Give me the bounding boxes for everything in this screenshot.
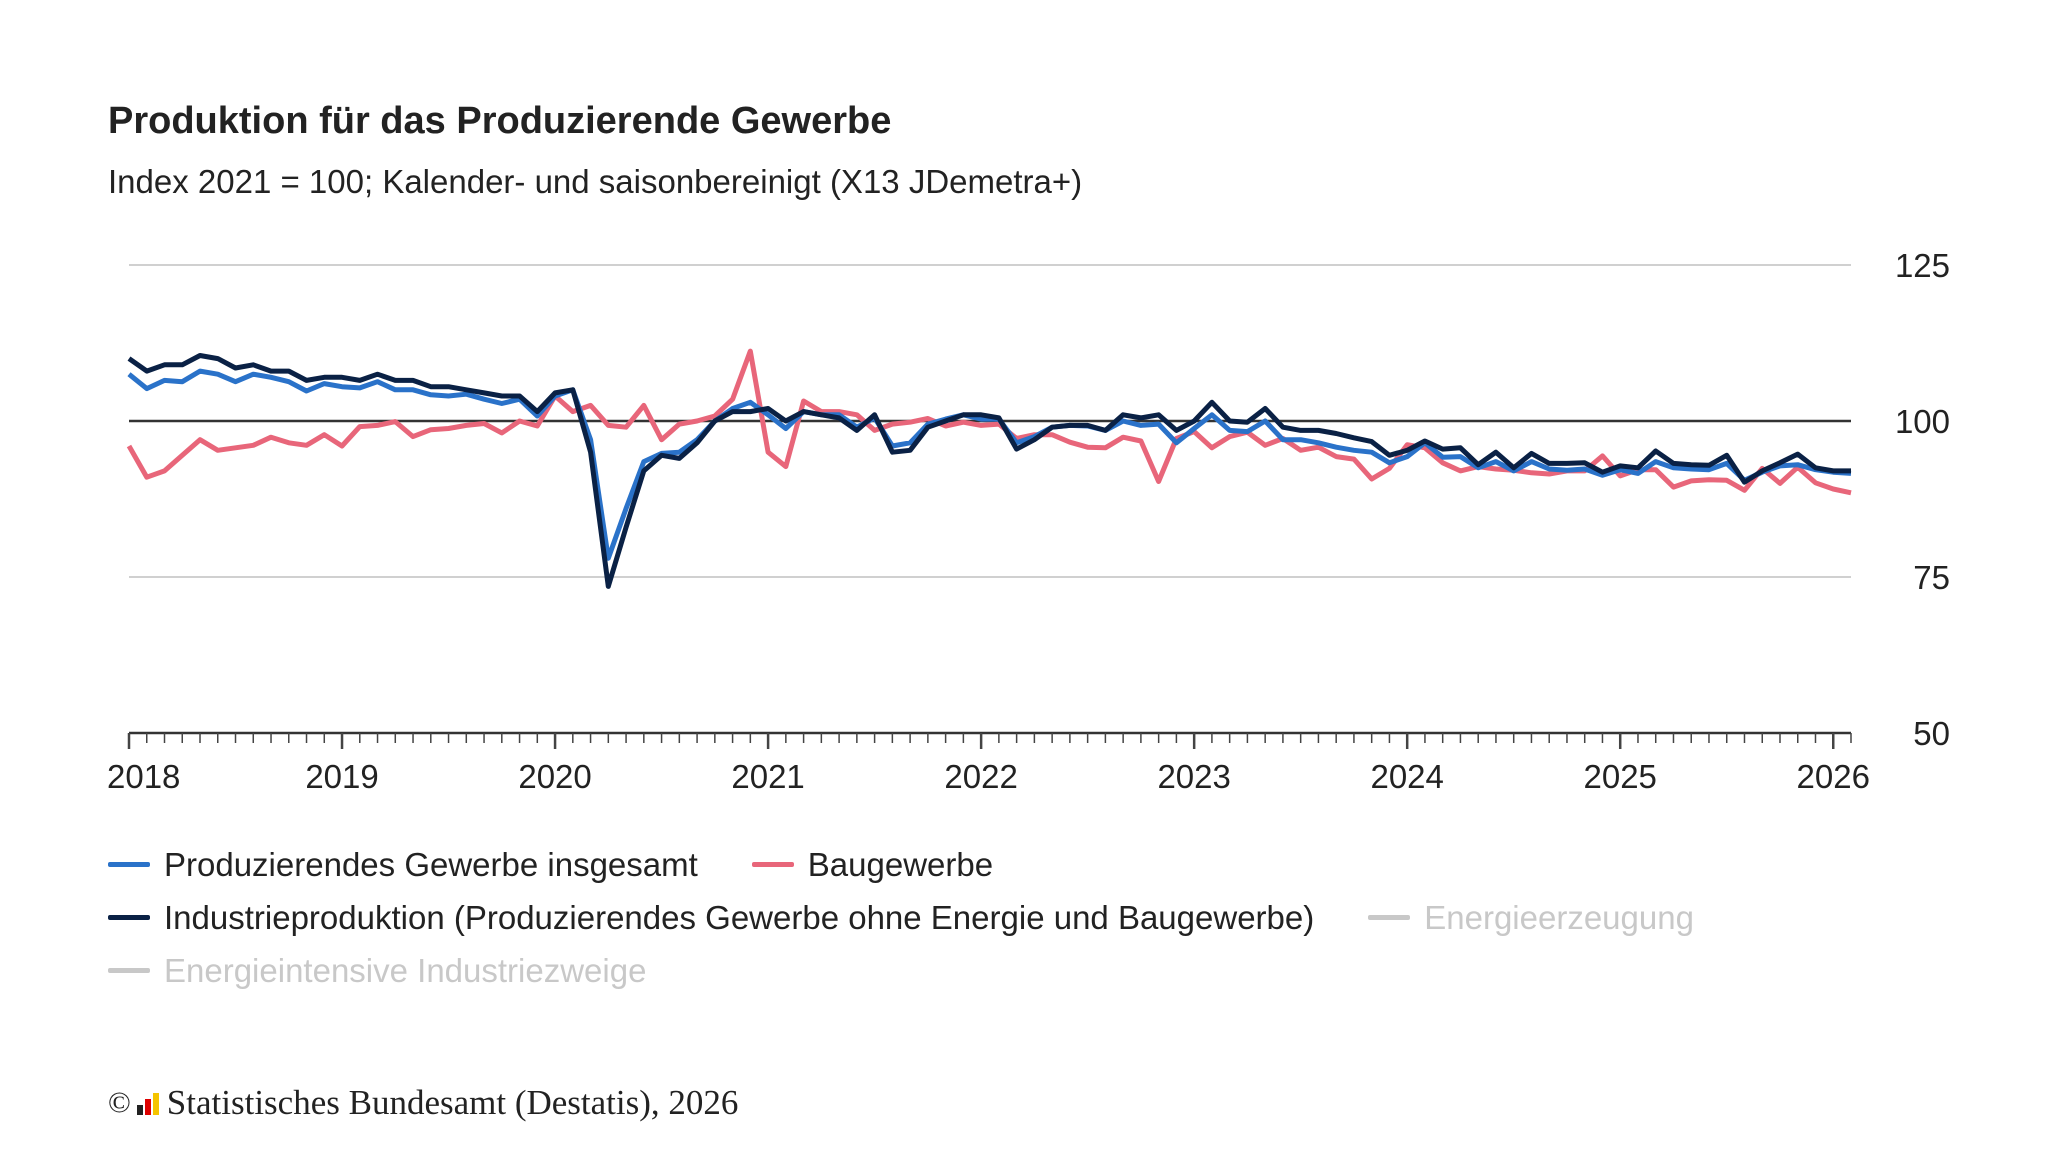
y-tick-label: 50 <box>1913 715 1950 752</box>
legend-item-industrie[interactable]: Industrieproduktion (Produzierendes Gewe… <box>108 899 1314 937</box>
series-line-0 <box>127 368 1852 561</box>
x-tick-label: 2019 <box>305 758 378 795</box>
x-tick-label: 2018 <box>107 758 180 795</box>
y-tick-label: 100 <box>1895 403 1950 440</box>
legend-swatch <box>108 915 150 920</box>
legend-item-energieintensiv[interactable]: Energieintensive Industriezweige <box>108 952 646 990</box>
legend-label: Produzierendes Gewerbe insgesamt <box>164 845 698 883</box>
x-tick-label: 2024 <box>1370 758 1443 795</box>
legend-label: Energieintensive Industriezweige <box>164 951 647 989</box>
x-tick-label: 2025 <box>1584 758 1657 795</box>
legend-item-gesamt[interactable]: Produzierendes Gewerbe insgesamt <box>108 846 698 884</box>
legend-label: Baugewerbe <box>807 845 994 883</box>
series-line-2 <box>127 353 1851 589</box>
legend: Produzierendes Gewerbe insgesamt Baugewe… <box>108 838 1988 997</box>
legend-swatch <box>751 862 794 867</box>
x-tick-label: 2020 <box>518 758 591 795</box>
x-tick-label: 2026 <box>1797 758 1870 795</box>
footer-source: Statistisches Bundesamt (Destatis), 2026 <box>166 1083 739 1122</box>
legend-swatch <box>108 862 150 867</box>
legend-item-bau[interactable]: Baugewerbe <box>751 845 994 884</box>
chart-subtitle: Index 2021 = 100; Kalender- und saisonbe… <box>108 163 1083 200</box>
legend-swatch <box>1368 915 1411 920</box>
y-tick-label: 125 <box>1895 247 1950 284</box>
legend-label: Industrieproduktion (Produzierendes Gewe… <box>164 898 1315 936</box>
y-tick-label: 75 <box>1913 559 1950 596</box>
footer: © Statistisches Bundesamt (Destatis), 20… <box>108 1083 738 1123</box>
x-tick-label: 2022 <box>944 758 1017 795</box>
destatis-logo-icon <box>136 1091 159 1115</box>
x-tick-label: 2023 <box>1157 758 1230 795</box>
x-tick-label: 2021 <box>731 758 804 795</box>
chart-title: Produktion für das Produzierende Gewerbe <box>108 100 892 142</box>
copyright-symbol: © <box>108 1086 131 1119</box>
legend-label: Energieerzeugung <box>1424 898 1694 936</box>
legend-item-energie[interactable]: Energieerzeugung <box>1368 899 1694 937</box>
legend-swatch <box>108 968 150 973</box>
